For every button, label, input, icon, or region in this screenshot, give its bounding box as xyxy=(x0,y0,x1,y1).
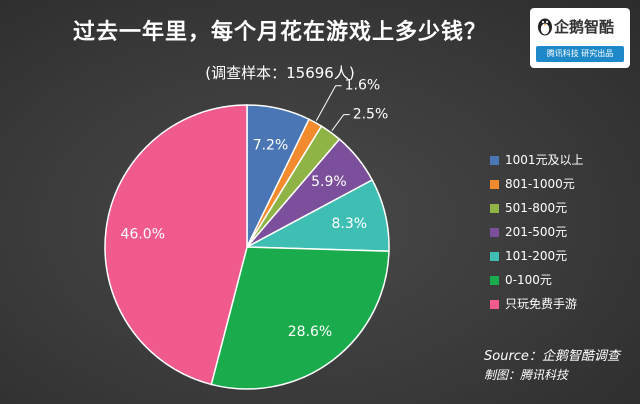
legend-item: 201-500元 xyxy=(490,220,584,244)
legend-label: 501-800元 xyxy=(505,201,568,215)
slice-value-label: 8.3% xyxy=(332,216,368,232)
maker-note: 制图：腾讯科技 xyxy=(484,368,569,382)
logo-name: 企鹅智酷 xyxy=(554,18,615,36)
legend-swatch xyxy=(490,179,499,189)
pie-slice xyxy=(104,104,248,386)
logo-tagline: 腾讯科技 研究出品 xyxy=(536,46,624,62)
legend-item: 1001元及以上 xyxy=(490,148,584,172)
legend-label: 1001元及以上 xyxy=(505,153,584,167)
slice-value-label: 7.2% xyxy=(253,138,289,154)
legend-swatch xyxy=(490,275,499,285)
pie-slice xyxy=(210,246,390,390)
legend-item: 0-100元 xyxy=(490,268,584,292)
chart-subtitle: (调查样本：15696人) xyxy=(205,64,355,82)
slice-value-label: 5.9% xyxy=(311,174,347,190)
slice-value-label: 2.5% xyxy=(353,107,389,123)
legend-item: 只玩免费手游 xyxy=(490,292,584,316)
legend-label: 只玩免费手游 xyxy=(505,297,578,311)
legend-swatch xyxy=(490,203,499,213)
penguin-icon xyxy=(538,18,552,36)
source-note: Source：企鹅智酷调查 xyxy=(484,349,620,364)
legend-swatch xyxy=(490,299,499,309)
slice-value-label: 46.0% xyxy=(121,227,165,243)
legend-label: 101-200元 xyxy=(505,249,568,263)
legend-swatch xyxy=(490,251,499,261)
chart-legend: 1001元及以上 801-1000元 501-800元 201-500元 101-200… xyxy=(490,148,584,316)
legend-label: 201-500元 xyxy=(505,225,568,239)
legend-item: 801-1000元 xyxy=(490,172,584,196)
legend-swatch xyxy=(490,227,499,237)
legend-label: 0-100元 xyxy=(505,273,552,287)
brand-logo: 企鹅智酷 腾讯科技 研究出品 xyxy=(530,8,630,68)
legend-label: 801-1000元 xyxy=(505,177,575,191)
slice-value-label: 28.6% xyxy=(288,324,332,340)
slice-value-label: 1.6% xyxy=(345,78,381,94)
legend-swatch xyxy=(490,155,499,165)
legend-item: 101-200元 xyxy=(490,244,584,268)
leader-line xyxy=(331,114,350,131)
leader-line xyxy=(315,85,342,122)
chart-title: 过去一年里，每个月花在游戏上多少钱？ xyxy=(72,20,487,45)
legend-item: 501-800元 xyxy=(490,196,584,220)
